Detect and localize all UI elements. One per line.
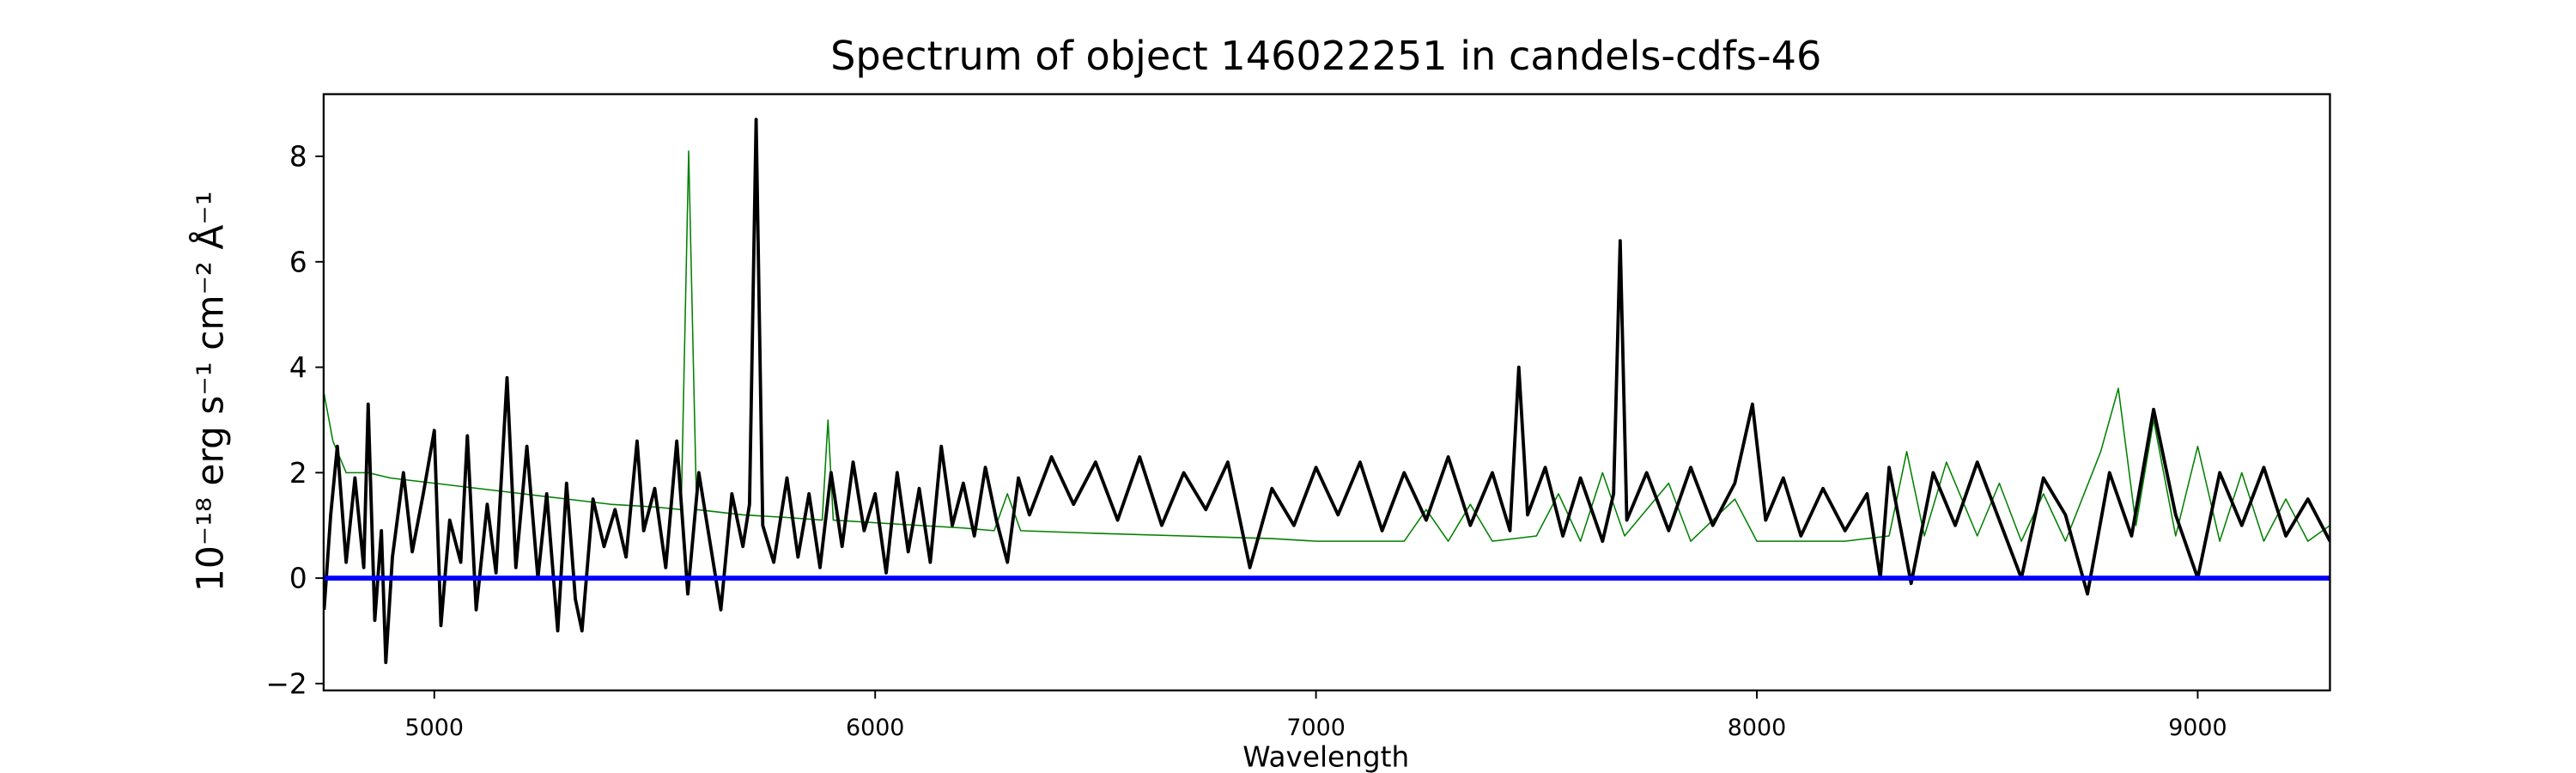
x-tick-label: 9000 [2168, 715, 2227, 741]
x-tick-label: 6000 [846, 715, 904, 741]
y-tick-label: −2 [266, 667, 307, 700]
y-axis-label: 10⁻¹⁸ erg s⁻¹ cm⁻² Å⁻¹ [189, 191, 232, 592]
plot-area [323, 118, 2330, 665]
y-tick-label: 2 [289, 457, 307, 490]
chart-title: Spectrum of object 146022251 in candels-… [830, 33, 1821, 79]
x-tick-label: 7000 [1286, 715, 1345, 741]
x-axis-label: Wavelength [1242, 740, 1409, 773]
axes-frame [322, 93, 2331, 691]
spectrum-line [323, 118, 2330, 665]
y-tick-label: 6 [289, 246, 307, 278]
x-tick-label: 8000 [1728, 715, 1786, 741]
y-tick-label: 4 [289, 351, 307, 384]
y-tick-label: 8 [289, 141, 307, 173]
y-tick-label: 0 [289, 563, 307, 595]
spectrum-line [323, 150, 2330, 542]
x-tick-label: 5000 [405, 715, 464, 741]
